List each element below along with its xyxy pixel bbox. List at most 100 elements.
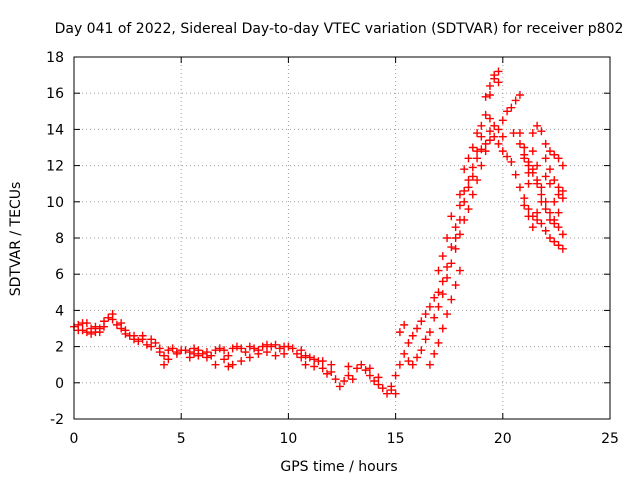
data-point <box>211 346 220 355</box>
data-point <box>524 179 533 188</box>
data-point <box>524 168 533 177</box>
data-point <box>284 342 293 351</box>
data-point <box>438 252 447 261</box>
data-point <box>361 366 370 375</box>
data-point <box>460 186 469 195</box>
y-tick-label: 2 <box>55 340 64 356</box>
data-point <box>254 349 263 358</box>
data-point <box>503 107 512 116</box>
data-point <box>455 266 464 275</box>
data-point <box>147 342 156 351</box>
data-point <box>322 369 331 378</box>
y-axis-title: SDTVAR / TECUs <box>8 182 24 297</box>
data-point <box>297 353 306 362</box>
data-point <box>481 92 490 101</box>
data-point <box>515 91 524 100</box>
data-point <box>413 324 422 333</box>
data-point <box>550 197 559 206</box>
data-point <box>327 360 336 369</box>
y-tick-label: 16 <box>46 86 64 102</box>
data-point <box>455 230 464 239</box>
data-point <box>310 355 319 364</box>
data-point <box>490 132 499 141</box>
data-point <box>520 143 529 152</box>
data-point <box>340 376 349 385</box>
data-point <box>524 212 533 221</box>
data-point <box>404 338 413 347</box>
data-point <box>498 132 507 141</box>
data-point <box>533 121 542 130</box>
data-point <box>155 348 164 357</box>
data-point <box>202 353 211 362</box>
data-point <box>550 219 559 228</box>
data-point <box>181 346 190 355</box>
data-point <box>515 129 524 138</box>
data-point <box>434 338 443 347</box>
y-tick-label: 6 <box>55 267 64 283</box>
data-point <box>541 226 550 235</box>
y-tick-label: 18 <box>46 50 64 66</box>
data-point <box>447 259 456 268</box>
data-point <box>430 313 439 322</box>
data-point <box>408 331 417 340</box>
data-point <box>494 78 503 87</box>
data-point <box>554 223 563 232</box>
data-point <box>408 360 417 369</box>
data-point <box>417 346 426 355</box>
data-point <box>558 194 567 203</box>
x-tick-label: 25 <box>601 431 619 447</box>
data-point <box>232 342 241 351</box>
data-point <box>455 215 464 224</box>
y-tick-label: 8 <box>55 231 64 247</box>
data-point <box>108 310 117 319</box>
data-point <box>215 344 224 353</box>
x-tick-label: 10 <box>279 431 297 447</box>
data-point <box>468 163 477 172</box>
x-tick-label: 0 <box>70 431 79 447</box>
data-point <box>490 71 499 80</box>
x-axis-title: GPS time / hours <box>280 459 397 475</box>
data-point <box>447 295 456 304</box>
data-point <box>142 340 151 349</box>
data-point <box>160 351 169 360</box>
chart-title: Day 041 of 2022, Sidereal Day-to-day VTE… <box>55 21 624 37</box>
data-point <box>545 147 554 156</box>
data-point <box>443 262 452 271</box>
data-point <box>348 375 357 384</box>
data-point <box>374 373 383 382</box>
data-point <box>447 212 456 221</box>
data-point <box>271 340 280 349</box>
data-point <box>164 355 173 364</box>
data-point <box>138 331 147 340</box>
data-point <box>528 165 537 174</box>
data-point <box>520 150 529 159</box>
data-point <box>537 190 546 199</box>
data-point <box>400 349 409 358</box>
data-point <box>541 154 550 163</box>
data-point <box>477 161 486 170</box>
data-point <box>537 197 546 206</box>
data-point <box>533 208 542 217</box>
data-point <box>485 81 494 90</box>
data-point <box>344 371 353 380</box>
data-point <box>434 288 443 297</box>
data-point <box>378 384 387 393</box>
data-point <box>443 310 452 319</box>
data-point <box>185 353 194 362</box>
data-point <box>511 96 520 105</box>
data-point <box>292 349 301 358</box>
data-point <box>190 344 199 353</box>
data-point <box>524 157 533 166</box>
data-point <box>327 367 336 376</box>
data-point <box>468 172 477 181</box>
data-point <box>425 302 434 311</box>
data-point <box>558 161 567 170</box>
data-point <box>554 190 563 199</box>
data-point <box>545 179 554 188</box>
data-point <box>301 351 310 360</box>
data-point <box>224 362 233 371</box>
data-point <box>545 208 554 217</box>
data-point <box>464 154 473 163</box>
data-point <box>485 114 494 123</box>
